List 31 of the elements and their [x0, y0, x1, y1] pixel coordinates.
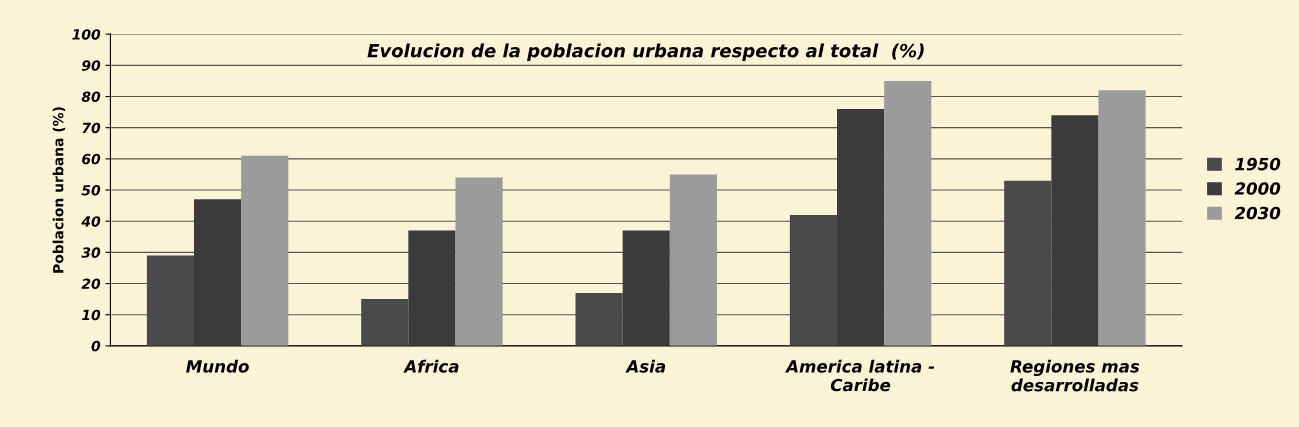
bar: [1051, 115, 1099, 346]
bar: [408, 230, 456, 346]
legend-label: 1950: [1235, 157, 1281, 171]
x-tick-label: America latina - Caribe: [785, 359, 935, 392]
bar: [884, 80, 932, 346]
x-tick-label: Asia: [625, 359, 666, 373]
y-tick-label: 40: [81, 216, 101, 227]
y-tick-label: 0: [91, 340, 101, 352]
y-tick-label: 60: [82, 153, 101, 165]
y-tick-label: 20: [81, 278, 101, 289]
legend-label: 2030: [1234, 206, 1281, 220]
bar: [194, 199, 242, 346]
legend-label: 2000: [1234, 182, 1281, 195]
y-tick-label: 30: [81, 247, 101, 258]
bar: [622, 230, 670, 346]
y-tick-label: 80: [81, 91, 101, 102]
text: Evolucion de la poblacion urbana respecto al total (%): [367, 43, 924, 61]
y-tick-label: 50: [81, 184, 101, 196]
bar: [837, 108, 885, 346]
bar: [241, 155, 289, 346]
y-tick-label: 90: [81, 60, 101, 71]
y-axis-title: Poblacion urbana (%): [52, 107, 66, 273]
bar: [455, 177, 503, 346]
x-tick-label: Mundo: [186, 359, 249, 373]
bar: [669, 174, 717, 346]
x-tick-label: Regiones mas desarrolladas: [1010, 359, 1140, 392]
bar: [1098, 90, 1146, 346]
x-tick-label: Africa: [403, 359, 459, 373]
y-tick-label: 10: [81, 309, 101, 321]
y-tick-label: 100: [72, 29, 101, 40]
y-tick-label: 70: [82, 122, 101, 134]
